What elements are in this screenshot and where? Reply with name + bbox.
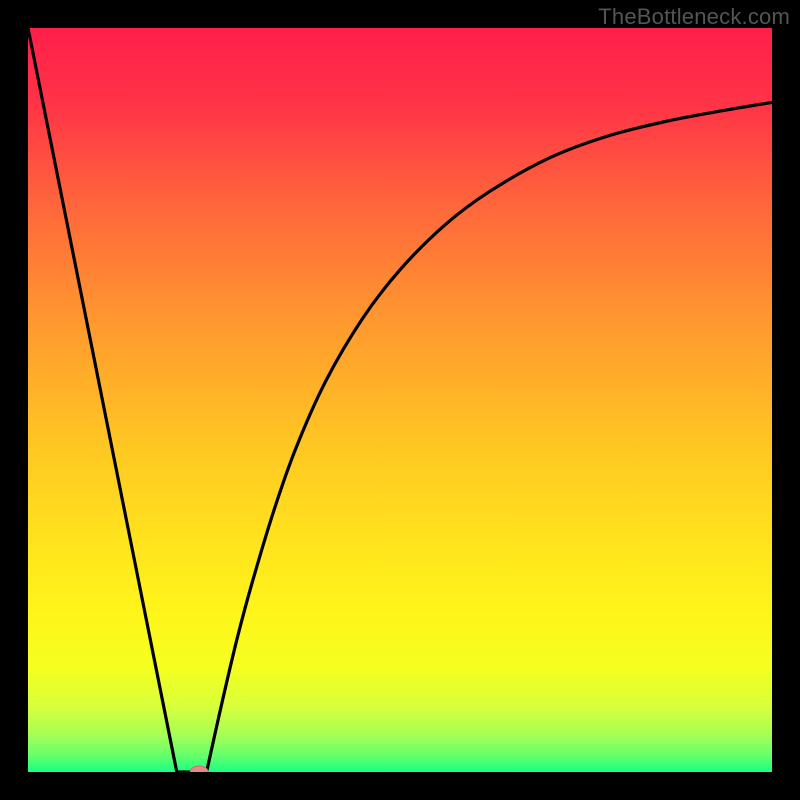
chart-container: TheBottleneck.com: [0, 0, 800, 800]
chart-svg: [0, 0, 800, 800]
chart-background-gradient: [28, 28, 772, 772]
watermark-text: TheBottleneck.com: [598, 4, 790, 30]
